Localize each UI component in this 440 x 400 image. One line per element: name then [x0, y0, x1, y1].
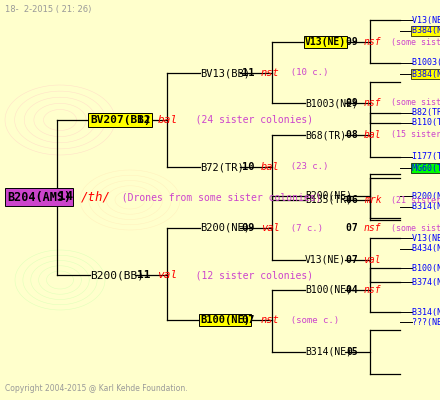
Text: V13(NE): V13(NE) [305, 37, 346, 47]
Text: val: val [261, 223, 279, 233]
Text: 05: 05 [346, 347, 358, 357]
Text: 12: 12 [137, 115, 157, 125]
Text: (some c.): (some c.) [279, 316, 339, 324]
Text: 07: 07 [346, 223, 363, 233]
Text: B200(NE) .04  F2 -B200(NE): B200(NE) .04 F2 -B200(NE) [412, 192, 440, 200]
Text: B314(NE) .03   F0 -B314(NE): B314(NE) .03 F0 -B314(NE) [412, 308, 440, 316]
Text: B314(NE): B314(NE) [305, 347, 352, 357]
Text: B200(NE): B200(NE) [305, 191, 352, 201]
Text: 06: 06 [346, 195, 363, 205]
Text: mrk: mrk [363, 195, 381, 205]
Text: 14: 14 [58, 190, 81, 204]
Text: MG60(TR) .04    F4 -MG00R: MG60(TR) .04 F4 -MG00R [412, 164, 440, 172]
Text: 09: 09 [242, 223, 261, 233]
Text: B200(NE): B200(NE) [200, 223, 250, 233]
Text: (15 sister colonies): (15 sister colonies) [381, 130, 440, 140]
Text: I177(TR) .05 F7 -Takab93aR: I177(TR) .05 F7 -Takab93aR [412, 152, 440, 162]
Text: (some sister colonies): (some sister colonies) [381, 98, 440, 108]
Text: B100(NE) .01   F0 -B100(NE): B100(NE) .01 F0 -B100(NE) [412, 264, 440, 272]
Text: B314(NE) .05   F1 -B314(NE): B314(NE) .05 F1 -B314(NE) [412, 202, 440, 212]
Text: 09: 09 [346, 98, 363, 108]
Text: nsf: nsf [363, 223, 381, 233]
Text: B200(BB): B200(BB) [90, 270, 144, 280]
Text: B204(AMS): B204(AMS) [7, 190, 71, 204]
Text: 11: 11 [242, 68, 261, 78]
Text: /th/: /th/ [81, 190, 110, 204]
Text: 09: 09 [346, 37, 363, 47]
Text: V13(NE): V13(NE) [305, 255, 346, 265]
Text: 10: 10 [242, 162, 261, 172]
Text: B135(TR): B135(TR) [305, 195, 352, 205]
Text: 11: 11 [137, 270, 157, 280]
Text: B374(NE) .           no more: B374(NE) . no more [412, 278, 440, 286]
Text: BV13(BB): BV13(BB) [200, 68, 250, 78]
Text: B1003(NE) .07 F4 -B1003(NE): B1003(NE) .07 F4 -B1003(NE) [412, 58, 440, 68]
Text: B384(NE) .06   F1 -B384(NE): B384(NE) .06 F1 -B384(NE) [412, 26, 440, 36]
Text: V13(NE) .07 F17 -AthosSt80R: V13(NE) .07 F17 -AthosSt80R [412, 16, 440, 24]
Text: B110(TR) .05    F5 -MG00R: B110(TR) .05 F5 -MG00R [412, 118, 440, 128]
Text: val: val [363, 255, 381, 265]
Text: val: val [157, 270, 177, 280]
Text: nsf: nsf [363, 37, 381, 47]
Text: (Drones from some sister colonies): (Drones from some sister colonies) [110, 192, 322, 202]
Text: (some sister colonies): (some sister colonies) [381, 38, 440, 46]
Text: 18-  2-2015 ( 21: 26): 18- 2-2015 ( 21: 26) [5, 5, 92, 14]
Text: B72(TR): B72(TR) [200, 162, 244, 172]
Text: (10 c.): (10 c.) [279, 68, 328, 78]
Text: B68(TR): B68(TR) [305, 130, 346, 140]
Text: Copyright 2004-2015 @ Karl Kehde Foundation.: Copyright 2004-2015 @ Karl Kehde Foundat… [5, 384, 187, 393]
Text: nsf: nsf [363, 285, 381, 295]
Text: (7 c.): (7 c.) [279, 224, 323, 232]
Text: B384(NE) .06   F1 -B384(NE): B384(NE) .06 F1 -B384(NE) [412, 70, 440, 78]
Text: bal: bal [363, 130, 381, 140]
Text: (21 sister colonies): (21 sister colonies) [381, 196, 440, 204]
Text: B434(NE) .           no more: B434(NE) . no more [412, 244, 440, 254]
Text: nst: nst [261, 68, 279, 78]
Text: V13(NE) .04F16 -AthosSt80R: V13(NE) .04F16 -AthosSt80R [412, 234, 440, 242]
Text: 07: 07 [242, 315, 261, 325]
Text: 07: 07 [346, 255, 363, 265]
Text: ???(NE) .            no more: ???(NE) . no more [412, 318, 440, 326]
Text: B100(NE): B100(NE) [200, 315, 250, 325]
Text: 08: 08 [346, 130, 363, 140]
Text: 04: 04 [346, 285, 363, 295]
Text: BV207(BB): BV207(BB) [90, 115, 151, 125]
Text: (12 sister colonies): (12 sister colonies) [177, 270, 313, 280]
Text: (some sister colonies): (some sister colonies) [381, 224, 440, 232]
Text: B1003(NE): B1003(NE) [305, 98, 358, 108]
Text: bal: bal [261, 162, 279, 172]
Text: nst: nst [261, 315, 279, 325]
Text: nsf: nsf [363, 98, 381, 108]
Text: bal: bal [157, 115, 177, 125]
Text: (24 sister colonies): (24 sister colonies) [177, 115, 313, 125]
Text: (23 c.): (23 c.) [279, 162, 328, 172]
Text: B100(NE): B100(NE) [305, 285, 352, 295]
Text: B82(TR) .07    F9 -NO6294R: B82(TR) .07 F9 -NO6294R [412, 108, 440, 118]
